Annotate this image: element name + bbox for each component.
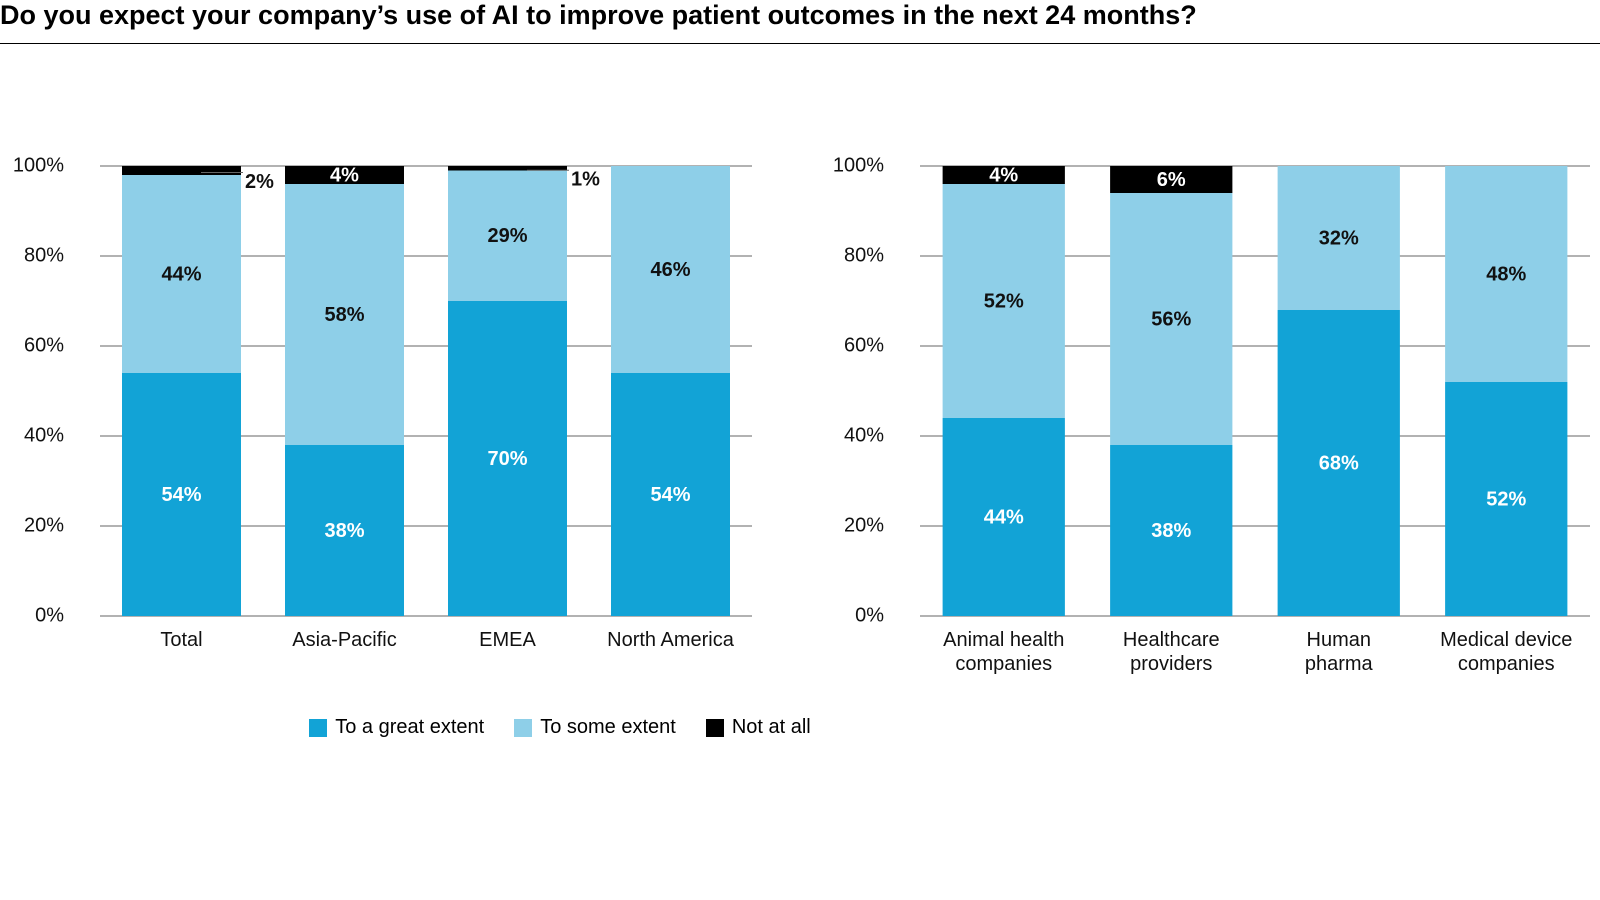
title-rule [0, 43, 1600, 44]
legend-item: Not at all [705, 716, 811, 739]
value-label: 54% [161, 484, 201, 506]
value-label: 2% [245, 171, 274, 193]
legend: To a great extent To some extent Not at al… [0, 716, 1120, 739]
bar-segment [122, 373, 241, 616]
bar-segment [1277, 166, 1400, 310]
bar-segment [611, 166, 730, 373]
value-label: 46% [650, 259, 690, 281]
legend-label: To a great extent [335, 716, 485, 738]
x-tick-label: Animal health companies [943, 629, 1065, 675]
value-label: 4% [330, 164, 359, 186]
bar-segment [1445, 382, 1568, 616]
y-tick-label: 60% [24, 334, 64, 356]
y-tick-label: 0% [35, 604, 64, 626]
bar-segment [942, 166, 1065, 184]
y-tick-label: 20% [844, 514, 884, 536]
legend-swatch [309, 718, 328, 737]
value-label: 56% [1151, 308, 1191, 330]
value-label: 54% [650, 484, 690, 506]
value-label: 29% [487, 225, 527, 247]
y-tick-label: 80% [844, 244, 884, 266]
x-tick-label: Asia-Pacific [292, 629, 397, 651]
value-label: 52% [1486, 488, 1526, 510]
value-label: 52% [984, 290, 1024, 312]
bar-segment [448, 170, 567, 301]
legend-item: To a great extent [309, 716, 484, 739]
value-label: 58% [324, 304, 364, 326]
y-tick-label: 60% [844, 334, 884, 356]
value-label: 68% [1319, 452, 1359, 474]
y-tick-label: 100% [13, 154, 64, 176]
y-tick-label: 80% [24, 244, 64, 266]
value-label: 6% [1157, 169, 1186, 191]
bar-segment [611, 373, 730, 616]
bar-segment [942, 418, 1065, 616]
bar-segment [448, 166, 567, 171]
bar-segment [122, 166, 241, 175]
y-tick-label: 40% [844, 424, 884, 446]
title: Do you expect your company’s use of AI t… [0, 0, 1197, 30]
bar-segment [942, 184, 1065, 418]
legend-swatch [705, 718, 724, 737]
x-tick-label: EMEA [479, 629, 536, 651]
y-tick-label: 0% [855, 604, 884, 626]
x-tick-label: Healthcare providers [1122, 629, 1220, 675]
legend-swatch [514, 718, 533, 737]
legend-label: Not at all [731, 716, 811, 738]
bar-segment [1277, 310, 1400, 616]
value-label: 44% [984, 506, 1024, 528]
bar-segment [1110, 445, 1233, 616]
value-label: 48% [1486, 263, 1526, 285]
bar-segment [285, 166, 404, 184]
value-label: 4% [989, 164, 1018, 186]
value-label: 70% [487, 448, 527, 470]
bar-segment [448, 301, 567, 616]
bar-segment [1445, 166, 1568, 382]
x-tick-label: Human pharma [1304, 629, 1373, 675]
y-tick-label: 20% [24, 514, 64, 536]
bar-segment [1110, 166, 1233, 193]
bar-segment [1110, 193, 1233, 445]
value-label: 38% [1151, 520, 1191, 542]
bar-segment [122, 175, 241, 373]
legend-item: To some extent [514, 716, 676, 739]
x-tick-label: Total [160, 629, 203, 651]
bar-segment [285, 184, 404, 445]
legend-label: To some extent [540, 716, 676, 738]
value-label: 38% [324, 520, 364, 542]
bar-segment [285, 445, 404, 616]
value-label: 1% [571, 169, 600, 191]
y-tick-label: 100% [833, 154, 884, 176]
value-label: 32% [1319, 227, 1359, 249]
x-tick-label: Medical device companies [1440, 629, 1573, 675]
x-tick-label: North America [607, 629, 734, 651]
value-label: 44% [161, 263, 201, 285]
y-tick-label: 40% [24, 424, 64, 446]
